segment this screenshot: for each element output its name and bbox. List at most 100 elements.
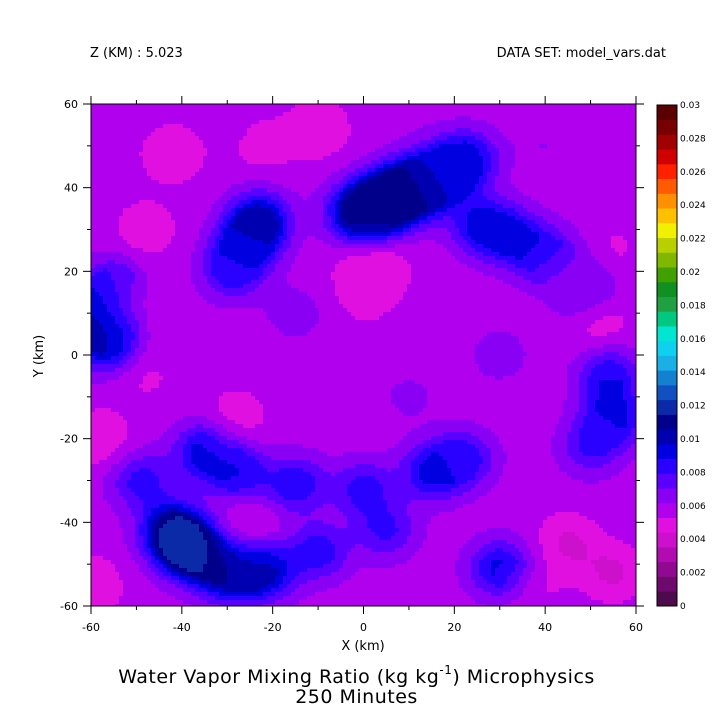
field-cell: [187, 284, 192, 289]
field-cell: [127, 576, 132, 581]
field-cell: [135, 348, 140, 353]
field-cell: [99, 196, 104, 201]
field-cell: [107, 452, 112, 457]
field-cell: [131, 252, 136, 257]
field-cell: [187, 464, 192, 469]
field-cell: [115, 136, 120, 141]
field-cell: [243, 440, 248, 445]
field-cell: [111, 196, 116, 201]
field-cell: [127, 464, 132, 469]
field-cell: [99, 360, 104, 365]
field-cell: [103, 184, 108, 189]
field-cell: [235, 304, 240, 309]
field-cell: [171, 580, 176, 585]
field-cell: [175, 564, 180, 569]
field-cell: [135, 248, 140, 253]
field-cell: [215, 472, 220, 477]
field-cell: [107, 364, 112, 369]
field-cell: [215, 536, 220, 541]
field-cell: [171, 380, 176, 385]
field-cell: [159, 200, 164, 205]
field-cell: [215, 512, 220, 517]
field-cell: [139, 128, 144, 133]
field-cell: [99, 312, 104, 317]
field-cell: [99, 552, 104, 557]
field-cell: [115, 568, 120, 573]
field-cell: [231, 412, 236, 417]
field-cell: [223, 456, 228, 461]
field-cell: [151, 508, 156, 513]
field-cell: [111, 372, 116, 377]
field-cell: [223, 416, 228, 421]
field-cell: [171, 148, 176, 153]
field-cell: [139, 528, 144, 533]
field-cell: [127, 152, 132, 157]
field-cell: [239, 376, 244, 381]
field-cell: [175, 556, 180, 561]
field-cell: [139, 392, 144, 397]
field-cell: [119, 324, 124, 329]
field-cell: [127, 332, 132, 337]
field-cell: [191, 480, 196, 485]
field-cell: [123, 392, 128, 397]
field-cell: [99, 192, 104, 197]
field-cell: [179, 136, 184, 141]
field-cell: [191, 368, 196, 373]
field-cell: [211, 332, 216, 337]
field-cell: [127, 148, 132, 153]
field-cell: [195, 252, 200, 257]
field-cell: [127, 216, 132, 221]
field-cell: [147, 300, 152, 305]
field-cell: [163, 184, 168, 189]
field-cell: [239, 124, 244, 129]
field-cell: [179, 324, 184, 329]
field-cell: [119, 180, 124, 185]
field-cell: [227, 464, 232, 469]
field-cell: [131, 304, 136, 309]
field-cell: [123, 136, 128, 141]
field-cell: [243, 248, 248, 253]
field-cell: [243, 328, 248, 333]
field-cell: [231, 340, 236, 345]
field-cell: [127, 124, 132, 129]
field-cell: [163, 552, 168, 557]
field-cell: [107, 260, 112, 265]
field-cell: [95, 572, 100, 577]
field-cell: [175, 552, 180, 557]
field-cell: [95, 460, 100, 465]
field-cell: [155, 360, 160, 365]
field-cell: [163, 284, 168, 289]
field-cell: [155, 364, 160, 369]
field-cell: [243, 280, 248, 285]
field-cell: [139, 504, 144, 509]
field-cell: [111, 140, 116, 145]
field-cell: [115, 436, 120, 441]
field-cell: [219, 444, 224, 449]
field-cell: [183, 364, 188, 369]
field-cell: [95, 388, 100, 393]
field-cell: [95, 148, 100, 153]
field-cell: [119, 444, 124, 449]
field-cell: [219, 416, 224, 421]
field-cell: [183, 160, 188, 165]
field-cell: [159, 524, 164, 529]
field-cell: [223, 468, 228, 473]
field-cell: [187, 244, 192, 249]
field-cell: [215, 556, 220, 561]
field-cell: [111, 108, 116, 113]
field-cell: [183, 496, 188, 501]
field-cell: [223, 376, 228, 381]
field-cell: [199, 232, 204, 237]
field-cell: [235, 344, 240, 349]
field-cell: [195, 444, 200, 449]
field-cell: [175, 312, 180, 317]
field-cell: [215, 428, 220, 433]
field-cell: [199, 332, 204, 337]
field-cell: [243, 544, 248, 549]
field-cell: [95, 380, 100, 385]
field-cell: [211, 136, 216, 141]
field-cell: [231, 244, 236, 249]
field-cell: [243, 604, 248, 607]
field-cell: [159, 296, 164, 301]
field-cell: [115, 260, 120, 265]
